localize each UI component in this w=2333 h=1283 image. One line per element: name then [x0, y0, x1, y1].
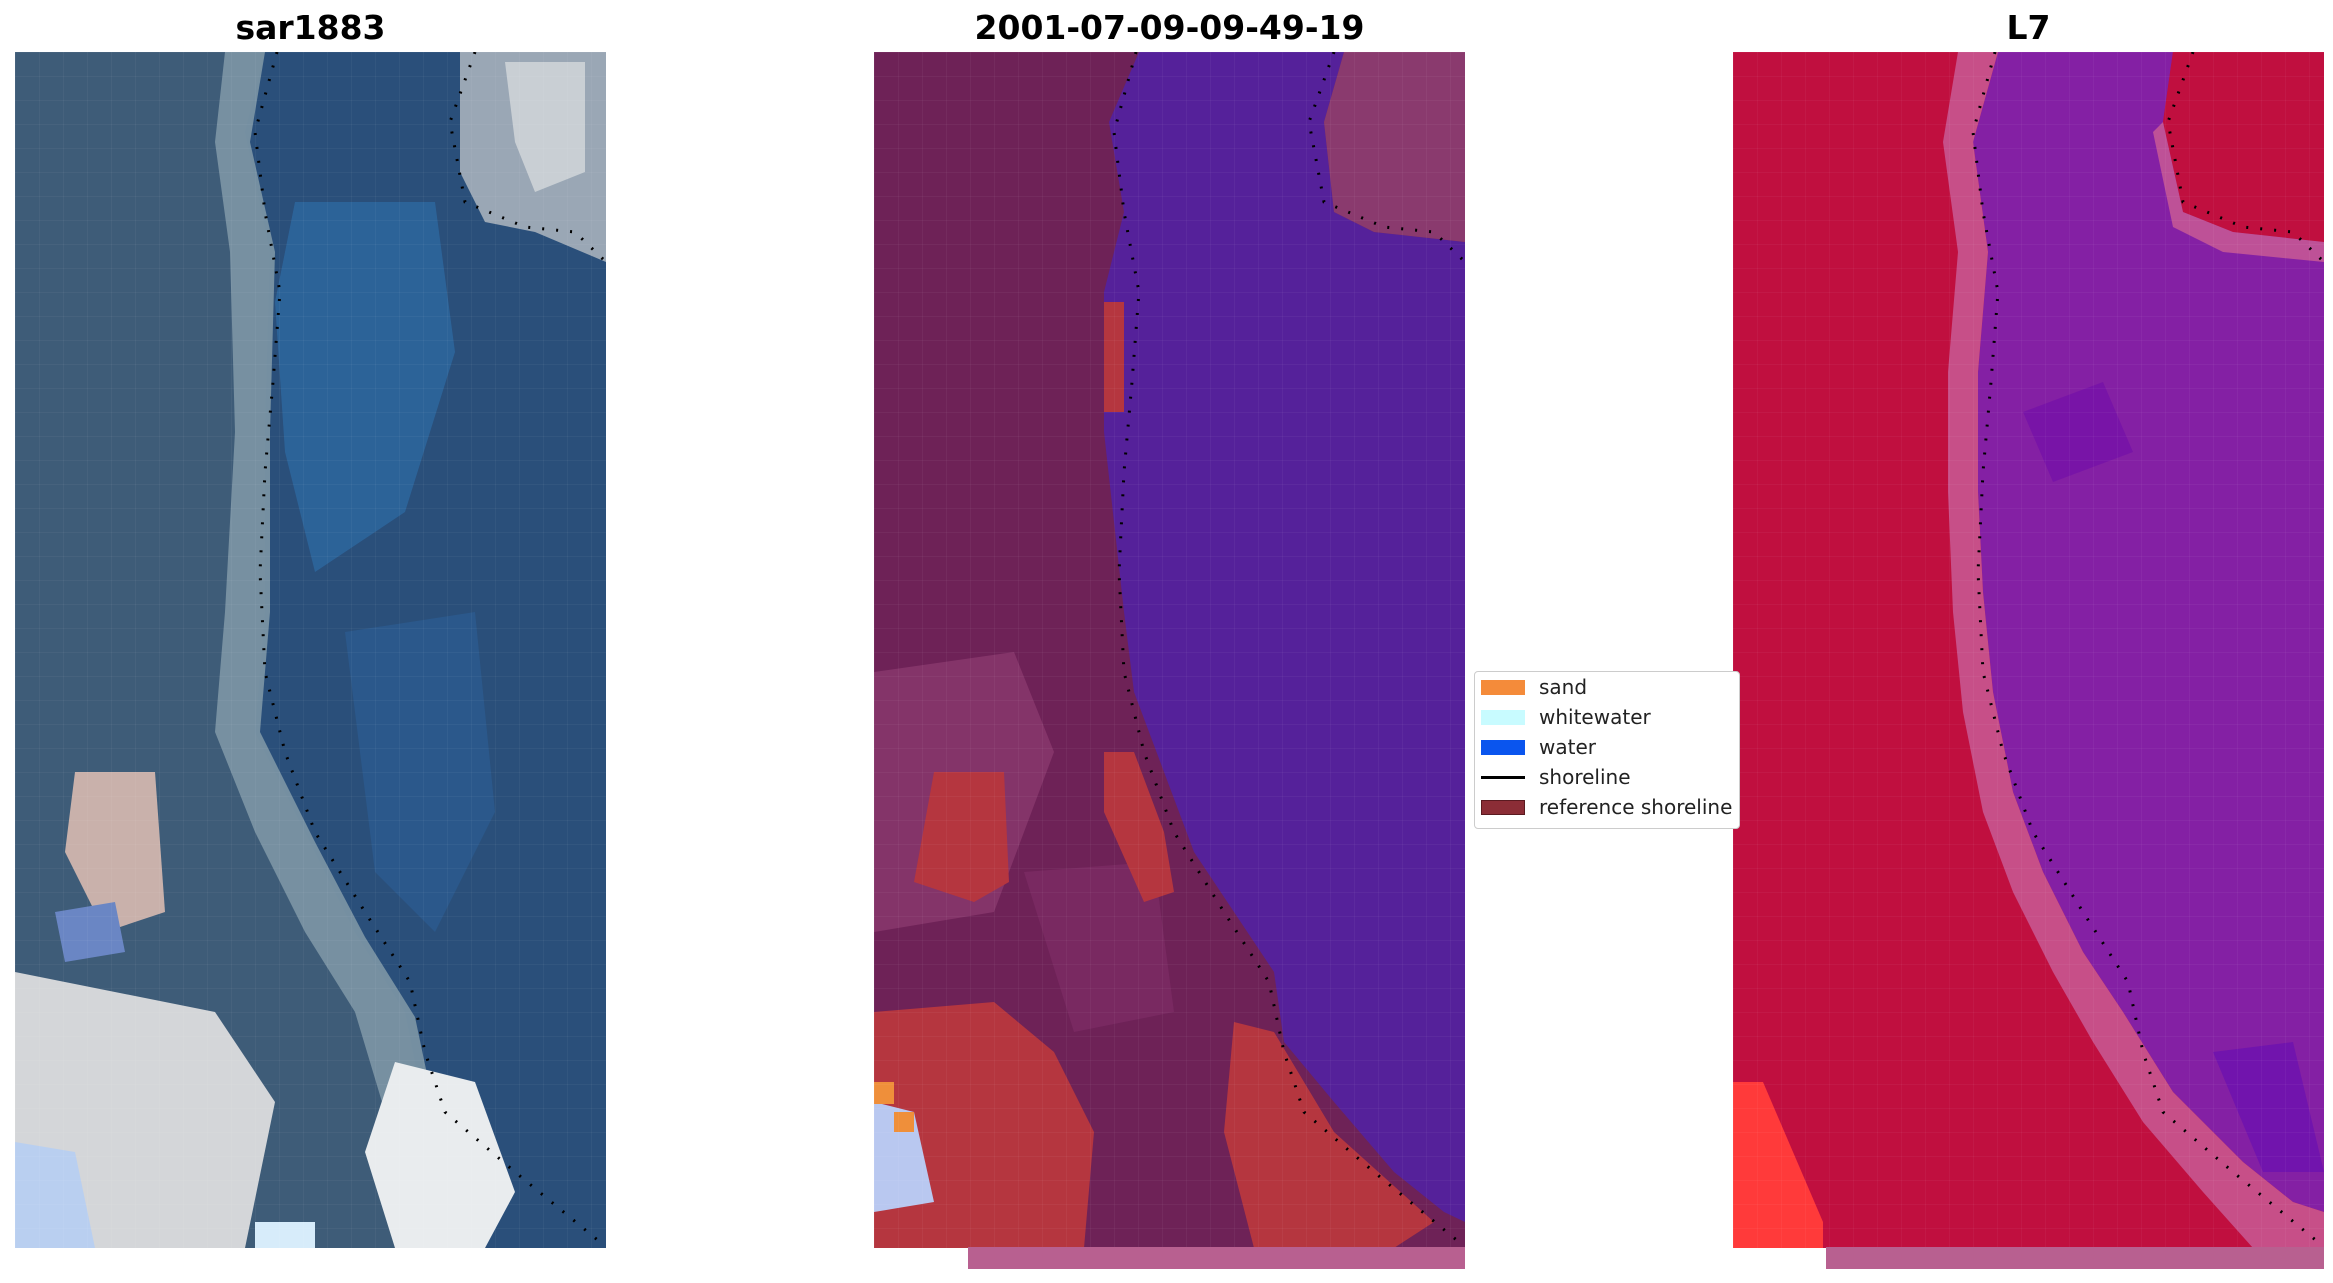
legend-item-water: water	[1475, 732, 1739, 762]
pixel-grid	[15, 52, 606, 1248]
legend: sand whitewater water shoreline referenc…	[1474, 671, 1740, 829]
rgb-image-panel	[15, 52, 606, 1248]
index-panel	[1733, 52, 2324, 1248]
sand-swatch-icon	[1481, 680, 1525, 695]
rgb-panel-title: sar1883	[235, 8, 386, 47]
class-bottom-strip	[968, 1247, 1465, 1269]
reference-shoreline-swatch-icon	[1481, 800, 1525, 815]
index-panel-title: L7	[2006, 8, 2051, 47]
legend-item-whitewater: whitewater	[1475, 702, 1739, 732]
classification-panel	[874, 52, 1465, 1248]
pixel-grid	[874, 52, 1465, 1248]
legend-label: whitewater	[1539, 705, 1651, 729]
legend-label: sand	[1539, 675, 1588, 699]
legend-label: shoreline	[1539, 765, 1631, 789]
legend-item-sand: sand	[1475, 672, 1739, 702]
legend-item-shoreline: shoreline	[1475, 762, 1739, 792]
classification-image	[874, 52, 1465, 1248]
shoreline-line-icon	[1481, 776, 1525, 779]
water-swatch-icon	[1481, 740, 1525, 755]
rgb-image	[15, 52, 606, 1248]
index-image	[1733, 52, 2324, 1248]
legend-item-reference-shoreline: reference shoreline	[1475, 792, 1739, 822]
index-bottom-strip	[1826, 1247, 2324, 1269]
whitewater-swatch-icon	[1481, 710, 1525, 725]
classification-panel-title: 2001-07-09-09-49-19	[974, 8, 1365, 47]
legend-label: reference shoreline	[1539, 795, 1733, 819]
pixel-grid	[1733, 52, 2324, 1248]
legend-label: water	[1539, 735, 1596, 759]
